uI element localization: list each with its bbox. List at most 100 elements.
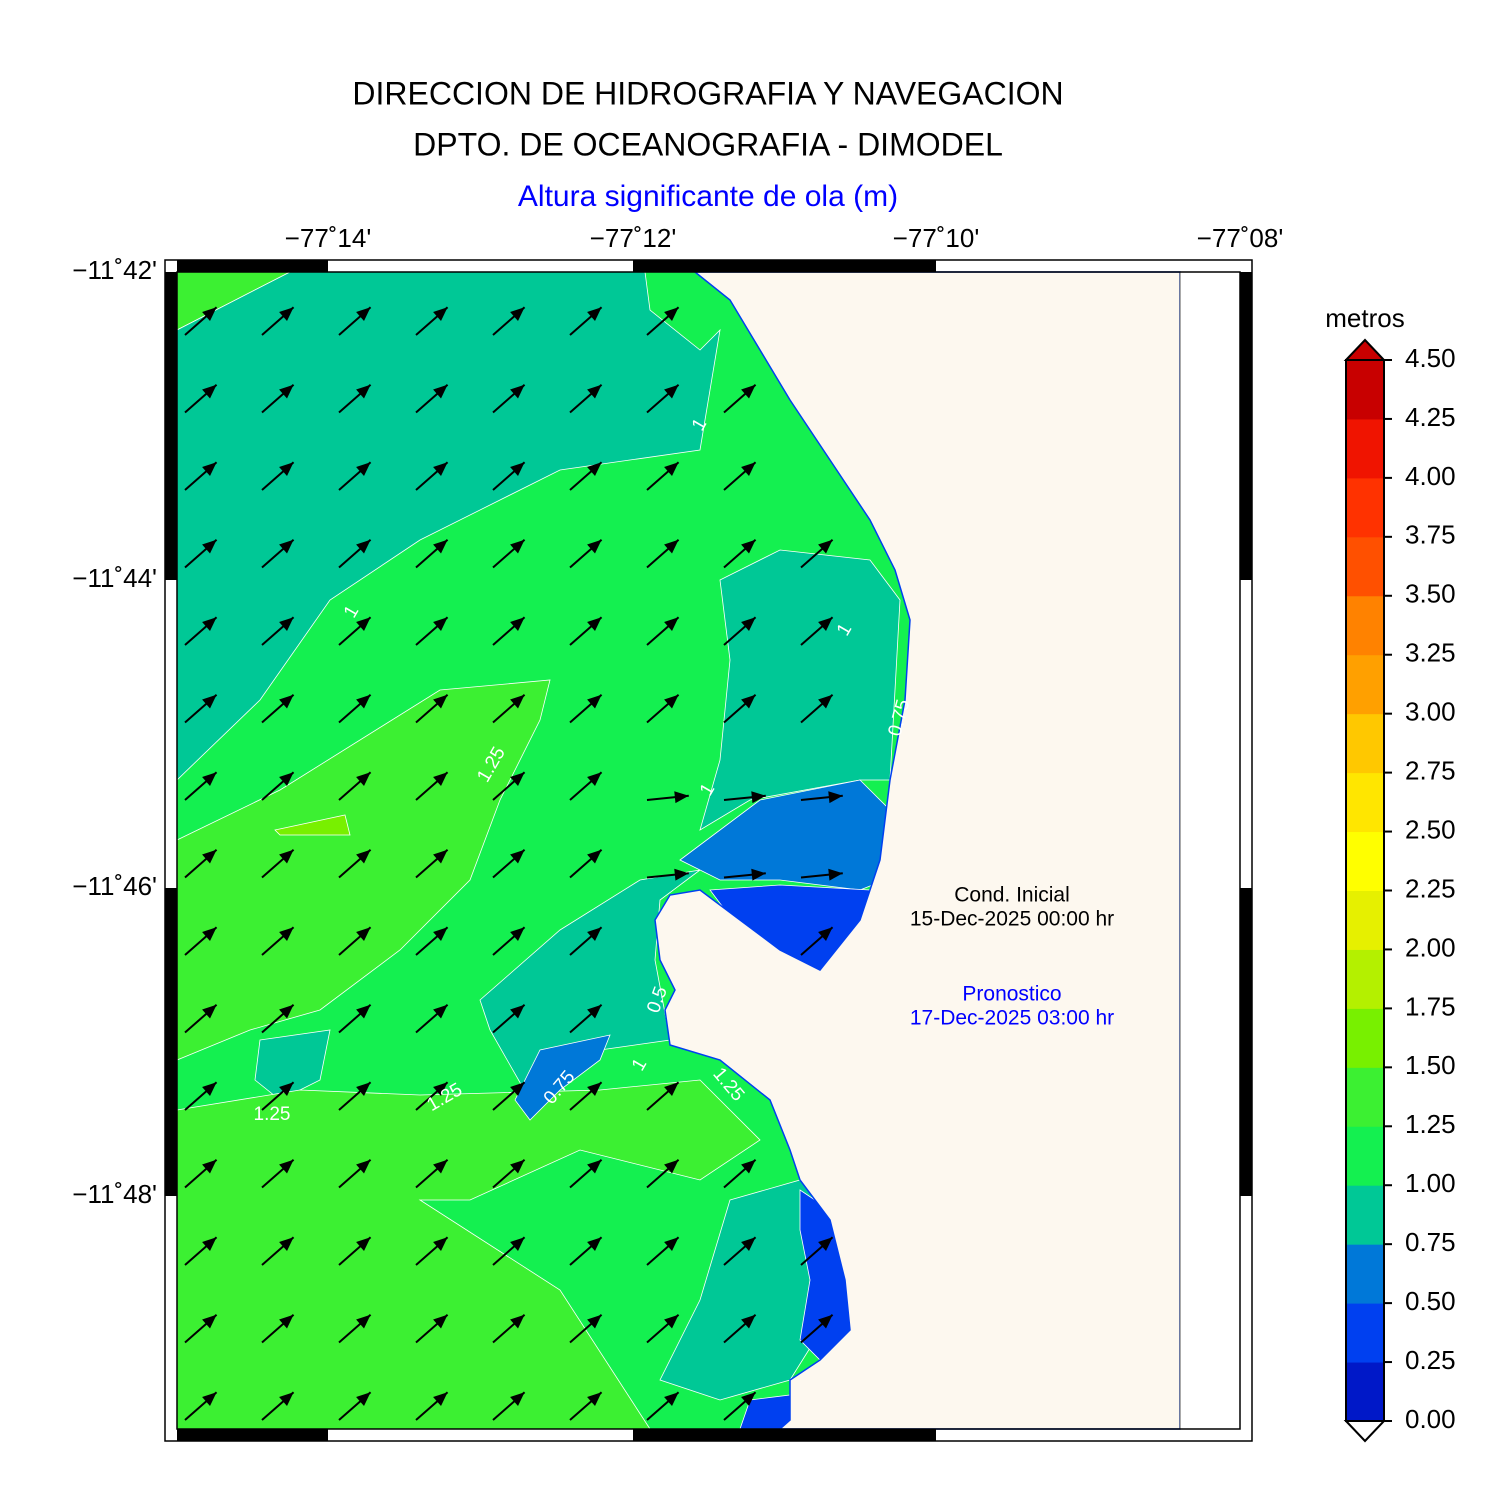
arrow-head bbox=[510, 462, 525, 477]
arrow-head bbox=[356, 617, 371, 632]
colorbar-band bbox=[1346, 1185, 1384, 1245]
arrow-head bbox=[279, 849, 294, 864]
annotation-date: 17-Dec-2025 03:00 hr bbox=[910, 1007, 1114, 1030]
colorbar-band bbox=[1346, 713, 1384, 774]
colorbar-label: 1.50 bbox=[1405, 1050, 1456, 1080]
arrow-head bbox=[587, 617, 602, 632]
arrow-head bbox=[510, 1392, 525, 1407]
arrow-head bbox=[279, 462, 294, 477]
colorbar-label: 2.25 bbox=[1405, 873, 1456, 903]
arrow-head bbox=[279, 772, 294, 787]
wave-height-region bbox=[514, 1034, 611, 1121]
arrow-head bbox=[741, 617, 756, 632]
colorbar-label: 4.00 bbox=[1405, 461, 1456, 491]
wave-height-region bbox=[274, 814, 351, 836]
arrow-head bbox=[433, 1237, 448, 1252]
annotation-date: 15-Dec-2025 00:00 hr bbox=[910, 908, 1114, 931]
arrow-head bbox=[587, 1082, 602, 1097]
arrow-head bbox=[279, 1004, 294, 1019]
arrow-head bbox=[433, 617, 448, 632]
arrow-head bbox=[433, 1159, 448, 1174]
annotation-label: Cond. Inicial bbox=[954, 884, 1070, 907]
colorbar-band bbox=[1346, 477, 1384, 538]
white-strip bbox=[1180, 272, 1240, 1429]
arrow-head bbox=[510, 617, 525, 632]
colorbar-title: metros bbox=[1325, 303, 1404, 333]
arrow-head bbox=[587, 694, 602, 709]
arrow-head bbox=[510, 849, 525, 864]
title-line: DPTO. DE OCEANOGRAFIA - DIMODEL bbox=[413, 126, 1003, 162]
arrow-head bbox=[828, 868, 843, 881]
arrow-head bbox=[587, 849, 602, 864]
colorbar-label: 2.75 bbox=[1405, 755, 1456, 785]
arrow-head bbox=[279, 617, 294, 632]
colorbar-band bbox=[1346, 949, 1384, 1009]
arrow-head bbox=[587, 307, 602, 322]
arrow-head bbox=[741, 1314, 756, 1329]
arrow-head bbox=[433, 1004, 448, 1019]
arrow-head bbox=[356, 694, 371, 709]
arrow-head bbox=[587, 1314, 602, 1329]
arrow-head bbox=[202, 384, 217, 399]
arrow-head bbox=[510, 694, 525, 709]
arrow-head bbox=[433, 1392, 448, 1407]
arrow-head bbox=[279, 927, 294, 942]
arrow-head bbox=[356, 307, 371, 322]
colorbar-label: 3.00 bbox=[1405, 697, 1456, 727]
colorbar-label: 3.25 bbox=[1405, 638, 1456, 668]
colorbar-label: 0.75 bbox=[1405, 1227, 1456, 1257]
wave-height-region bbox=[176, 1079, 761, 1430]
arrow-head bbox=[356, 1237, 371, 1252]
arrow-head bbox=[279, 384, 294, 399]
arrow-head bbox=[741, 462, 756, 477]
arrow-head bbox=[433, 772, 448, 787]
arrow-head bbox=[587, 539, 602, 554]
arrow-head bbox=[279, 694, 294, 709]
colorbar-band bbox=[1346, 1126, 1384, 1186]
arrow-head bbox=[356, 1004, 371, 1019]
title-line: DIRECCION DE HIDROGRAFIA Y NAVEGACION bbox=[352, 75, 1063, 111]
arrow-head bbox=[587, 462, 602, 477]
arrow-head bbox=[279, 539, 294, 554]
subtitle: Altura significante de ola (m) bbox=[518, 180, 898, 213]
lat-tick-label: −11˚42' bbox=[72, 255, 157, 285]
arrow-head bbox=[279, 1159, 294, 1174]
arrow-head bbox=[818, 1314, 833, 1329]
arrow-head bbox=[510, 384, 525, 399]
arrow-head bbox=[587, 1392, 602, 1407]
arrow-head bbox=[356, 462, 371, 477]
frame-segment bbox=[633, 260, 936, 272]
arrow-head bbox=[818, 1237, 833, 1252]
annotation-label: Pronostico bbox=[962, 983, 1061, 1006]
lat-tick-label: −11˚46' bbox=[72, 871, 157, 901]
arrow-head bbox=[818, 694, 833, 709]
colorbar-label: 4.50 bbox=[1405, 343, 1456, 373]
arrow-head bbox=[510, 1237, 525, 1252]
arrow-head bbox=[202, 694, 217, 709]
arrow-head bbox=[202, 462, 217, 477]
colorbar-label: 4.25 bbox=[1405, 402, 1456, 432]
arrow-head bbox=[433, 539, 448, 554]
arrow-head bbox=[741, 1237, 756, 1252]
arrow-head bbox=[202, 307, 217, 322]
frame-segment bbox=[1240, 888, 1252, 1196]
arrow-head bbox=[587, 772, 602, 787]
arrow-head bbox=[674, 791, 689, 804]
colorbar-label: 0.50 bbox=[1405, 1286, 1456, 1316]
arrow-head bbox=[664, 1237, 679, 1252]
arrow-head bbox=[664, 307, 679, 322]
frame-segment bbox=[177, 260, 328, 272]
arrow-head bbox=[202, 1004, 217, 1019]
arrow-head bbox=[202, 539, 217, 554]
arrow-head bbox=[356, 1082, 371, 1097]
colorbar-band bbox=[1346, 654, 1384, 715]
arrow-head bbox=[664, 617, 679, 632]
colorbar-band bbox=[1346, 1067, 1384, 1127]
colorbar-under bbox=[1343, 1420, 1387, 1443]
colorbar-label: 1.75 bbox=[1405, 991, 1456, 1021]
colorbar: 0.00 0.25 0.50 0.75 1.00 1.25 1.50 1.75 2.00 2.25… bbox=[1325, 303, 1456, 1443]
colorbar-band bbox=[1346, 1008, 1384, 1068]
arrow-head bbox=[202, 849, 217, 864]
colorbar-band bbox=[1346, 360, 1384, 420]
